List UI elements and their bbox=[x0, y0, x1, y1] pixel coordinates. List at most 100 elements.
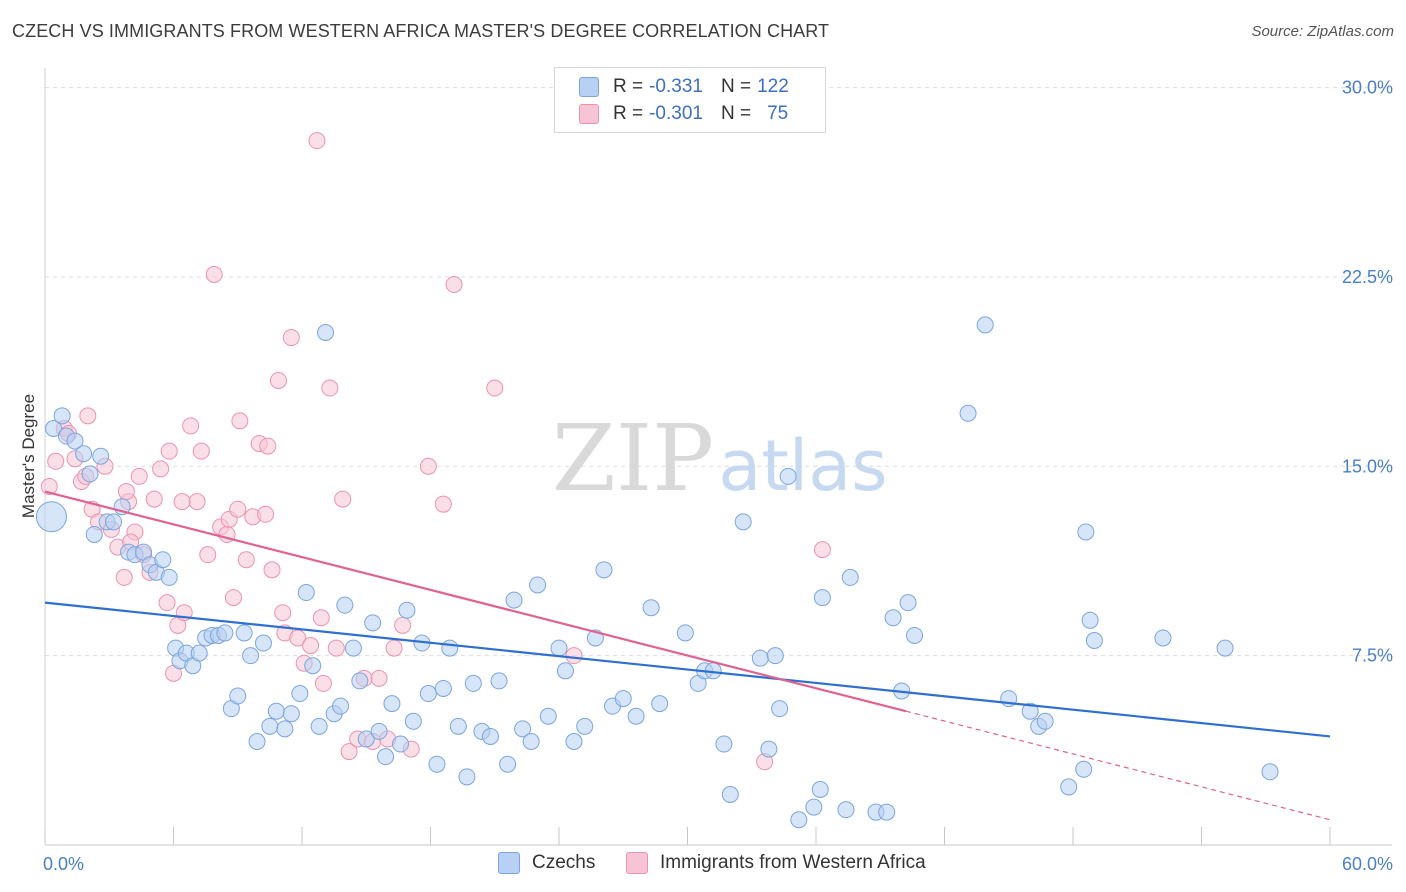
data-point bbox=[340, 743, 358, 761]
data-point bbox=[248, 732, 266, 750]
data-point bbox=[145, 490, 163, 508]
data-point bbox=[721, 786, 739, 804]
source-label: Source: ZipAtlas.com bbox=[1251, 23, 1394, 40]
data-point bbox=[105, 513, 123, 531]
data-point bbox=[364, 614, 382, 632]
legend-item-czechs[interactable]: Czechs bbox=[498, 852, 595, 874]
data-point bbox=[370, 669, 388, 687]
data-point bbox=[332, 697, 350, 715]
data-point bbox=[336, 596, 354, 614]
data-point bbox=[173, 493, 191, 511]
data-point bbox=[490, 672, 508, 690]
data-point bbox=[327, 639, 345, 657]
data-point bbox=[242, 647, 260, 665]
data-point bbox=[312, 609, 330, 627]
data-point bbox=[565, 732, 583, 750]
data-point bbox=[130, 467, 148, 485]
data-point bbox=[231, 412, 249, 430]
legend-label-czechs: Czechs bbox=[532, 852, 596, 873]
grid-lines bbox=[45, 87, 1390, 657]
x-tick-label: 0.0% bbox=[43, 854, 84, 874]
data-point bbox=[257, 505, 275, 523]
data-point bbox=[458, 768, 476, 786]
data-point bbox=[1036, 712, 1054, 730]
data-point bbox=[1154, 629, 1172, 647]
data-point bbox=[499, 755, 517, 773]
data-point bbox=[160, 442, 178, 460]
legend-label-western-africa: Immigrants from Western Africa bbox=[660, 852, 926, 873]
data-point bbox=[229, 687, 247, 705]
data-point bbox=[841, 568, 859, 586]
trend-line-czechs bbox=[44, 601, 1331, 738]
data-point bbox=[676, 624, 694, 642]
data-point bbox=[522, 732, 540, 750]
legend-item-western-africa[interactable]: Immigrants from Western Africa bbox=[626, 852, 926, 874]
data-point bbox=[1021, 702, 1039, 720]
n-label: N = bbox=[720, 76, 752, 97]
data-point bbox=[771, 700, 789, 718]
data-point bbox=[282, 705, 300, 723]
data-point bbox=[160, 568, 178, 586]
trend-lines bbox=[44, 490, 1331, 821]
data-point bbox=[906, 626, 924, 644]
data-point bbox=[53, 407, 71, 425]
data-point bbox=[377, 748, 395, 766]
data-point bbox=[449, 717, 467, 735]
y-tick-label: 15.0% bbox=[1342, 456, 1393, 476]
data-point bbox=[45, 419, 63, 437]
data-point bbox=[959, 404, 977, 422]
data-point bbox=[627, 707, 645, 725]
data-point bbox=[302, 637, 320, 655]
data-point bbox=[878, 803, 896, 821]
n-label: N = bbox=[720, 103, 752, 124]
data-point bbox=[334, 490, 352, 508]
data-point bbox=[308, 132, 326, 150]
watermark: ZIP atlas bbox=[552, 405, 888, 512]
trend-line-western-africa bbox=[44, 490, 907, 713]
blue-series-points bbox=[35, 316, 1279, 829]
watermark-zip: ZIP bbox=[552, 405, 714, 512]
n-value: 75 bbox=[767, 103, 789, 124]
data-point bbox=[235, 624, 253, 642]
data-point bbox=[224, 589, 242, 607]
axes bbox=[44, 68, 1392, 846]
data-point bbox=[614, 690, 632, 708]
x-tick-label: 60.0% bbox=[1342, 854, 1393, 874]
data-point bbox=[237, 551, 255, 569]
data-point bbox=[357, 730, 375, 748]
data-point bbox=[715, 735, 733, 753]
data-point bbox=[751, 649, 769, 667]
data-point bbox=[310, 717, 328, 735]
y-tick-label: 22.5% bbox=[1342, 267, 1393, 287]
data-point bbox=[556, 662, 574, 680]
data-point bbox=[394, 616, 412, 634]
data-point bbox=[813, 589, 831, 607]
data-point bbox=[434, 495, 452, 513]
bottom-legend: Czechs Immigrants from Western Africa bbox=[0, 852, 1406, 878]
blue-swatch bbox=[579, 77, 599, 97]
data-point bbox=[565, 647, 583, 665]
data-point bbox=[282, 329, 300, 347]
data-point bbox=[317, 324, 335, 342]
data-point bbox=[505, 591, 523, 609]
correlation-legend: R = -0.331 N = 122 R = -0.301 N = 75 bbox=[554, 67, 826, 133]
data-point bbox=[182, 417, 200, 435]
watermark-atlas: atlas bbox=[718, 425, 887, 507]
legend-row-czechs: R = -0.331 N = 122 bbox=[579, 74, 789, 100]
data-point bbox=[321, 379, 339, 397]
y-axis-label: Master's Degree bbox=[19, 394, 38, 518]
data-point bbox=[1216, 639, 1234, 657]
data-point bbox=[190, 644, 208, 662]
data-point bbox=[263, 561, 281, 579]
data-point bbox=[304, 657, 322, 675]
y-tick-label: 30.0% bbox=[1342, 78, 1393, 98]
data-point bbox=[392, 735, 410, 753]
data-point bbox=[229, 500, 247, 518]
blue-swatch bbox=[498, 852, 520, 874]
data-point bbox=[760, 740, 778, 758]
data-point bbox=[1075, 760, 1093, 778]
data-point bbox=[464, 674, 482, 692]
data-point bbox=[790, 811, 808, 829]
data-point bbox=[805, 798, 823, 816]
data-point bbox=[152, 460, 170, 478]
